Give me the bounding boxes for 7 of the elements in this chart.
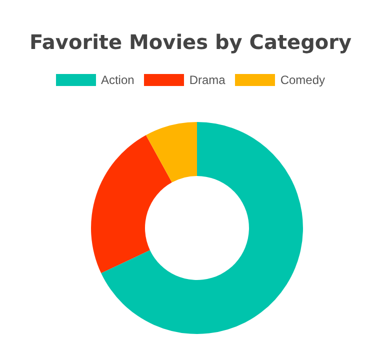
legend-label: Drama (189, 73, 226, 87)
chart-title: Favorite Movies by Category (28, 29, 353, 56)
legend-label: Comedy (280, 73, 326, 87)
legend-label: Action (100, 73, 134, 87)
donut-slice (146, 122, 197, 182)
donut-slice (91, 135, 172, 274)
donut-slice (101, 122, 303, 334)
